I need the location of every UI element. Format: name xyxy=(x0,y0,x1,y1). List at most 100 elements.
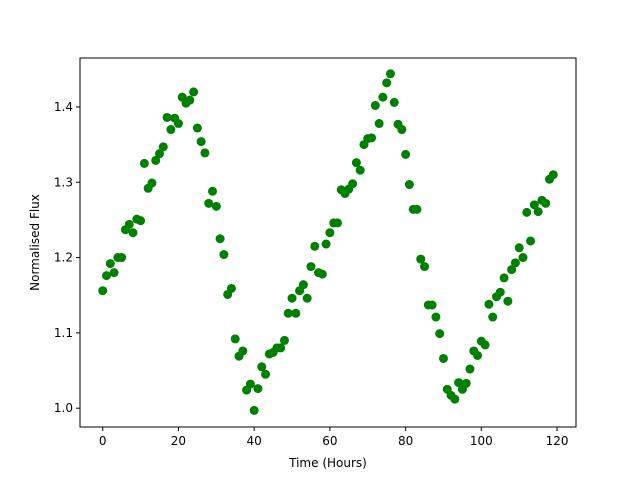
data-point xyxy=(98,286,108,296)
data-point xyxy=(200,148,210,158)
x-tick-label: 40 xyxy=(247,434,262,448)
data-point xyxy=(370,100,380,110)
data-point xyxy=(404,180,414,190)
x-tick-label: 80 xyxy=(398,434,413,448)
data-point xyxy=(510,258,520,268)
data-point xyxy=(302,293,312,303)
data-point xyxy=(438,353,448,363)
data-point xyxy=(450,394,460,404)
data-point xyxy=(189,87,199,97)
data-point xyxy=(355,165,365,175)
data-point xyxy=(529,200,539,210)
data-point xyxy=(139,158,149,168)
data-point xyxy=(245,379,255,389)
data-points xyxy=(98,69,558,415)
data-point xyxy=(317,269,327,279)
x-tick-label: 60 xyxy=(322,434,337,448)
data-point xyxy=(196,137,206,147)
data-point xyxy=(155,149,165,159)
data-point xyxy=(518,253,528,263)
y-tick-label: 1.4 xyxy=(54,100,73,114)
data-point xyxy=(166,125,176,135)
data-point xyxy=(385,69,395,79)
y-axis-ticks: 1.0 1.1 1.2 1.3 1.4 xyxy=(54,100,80,415)
data-point xyxy=(287,293,297,303)
data-point xyxy=(151,155,161,165)
data-point xyxy=(378,92,388,102)
data-point xyxy=(522,207,532,217)
data-point xyxy=(541,198,551,208)
data-point xyxy=(416,254,426,264)
data-point xyxy=(136,216,146,226)
data-point xyxy=(298,280,308,290)
data-point xyxy=(147,178,157,188)
data-point xyxy=(238,346,248,356)
data-point xyxy=(249,405,259,415)
data-point xyxy=(412,204,422,214)
data-point xyxy=(514,243,524,253)
x-axis-ticks: 0 20 40 60 80 100 120 xyxy=(99,427,569,448)
data-point xyxy=(533,207,543,217)
data-point xyxy=(226,283,236,293)
data-point xyxy=(208,186,218,196)
data-point xyxy=(162,112,172,122)
data-point xyxy=(507,265,517,275)
y-tick-label: 1.1 xyxy=(54,326,73,340)
data-point xyxy=(348,179,358,189)
data-point xyxy=(321,239,331,249)
data-point xyxy=(219,250,229,260)
data-point xyxy=(401,149,411,159)
data-point xyxy=(215,234,225,244)
data-point xyxy=(124,219,134,229)
data-point xyxy=(351,158,361,168)
data-point xyxy=(332,218,342,228)
y-tick-label: 1.3 xyxy=(54,175,73,189)
data-point xyxy=(484,299,494,309)
data-point xyxy=(185,95,195,105)
y-tick-label: 1.0 xyxy=(54,401,73,415)
data-point xyxy=(230,334,240,344)
data-point xyxy=(435,329,445,339)
x-tick-label: 20 xyxy=(171,434,186,448)
data-point xyxy=(465,364,475,374)
data-point xyxy=(279,335,289,345)
data-point xyxy=(102,271,111,281)
data-point xyxy=(548,170,558,180)
data-point xyxy=(480,340,490,350)
data-point xyxy=(173,119,183,129)
data-point xyxy=(211,201,221,211)
data-point xyxy=(454,378,464,388)
x-axis-label: Time (Hours) xyxy=(288,456,367,470)
data-point xyxy=(382,78,392,88)
data-point xyxy=(291,308,301,318)
data-point xyxy=(253,384,263,394)
y-tick-label: 1.2 xyxy=(54,251,73,265)
data-point xyxy=(374,119,384,129)
data-point xyxy=(367,133,377,143)
data-point xyxy=(420,262,430,272)
data-point xyxy=(257,362,267,372)
data-point xyxy=(389,97,399,107)
x-tick-label: 100 xyxy=(470,434,493,448)
data-point xyxy=(427,300,437,310)
data-point xyxy=(105,259,115,269)
data-point xyxy=(276,343,286,353)
data-point xyxy=(109,268,119,278)
data-point xyxy=(397,125,407,135)
y-axis-label: Normalised Flux xyxy=(28,194,42,291)
data-point xyxy=(283,308,293,318)
data-point xyxy=(158,142,168,152)
data-point xyxy=(204,198,214,208)
data-point xyxy=(488,312,498,322)
data-point xyxy=(128,228,138,238)
data-point xyxy=(473,350,483,360)
data-point xyxy=(310,241,320,251)
data-point xyxy=(499,273,509,283)
data-point xyxy=(495,287,505,297)
data-point xyxy=(192,123,202,133)
data-point xyxy=(306,262,316,272)
data-point xyxy=(325,228,335,238)
plot-frame xyxy=(79,57,577,428)
